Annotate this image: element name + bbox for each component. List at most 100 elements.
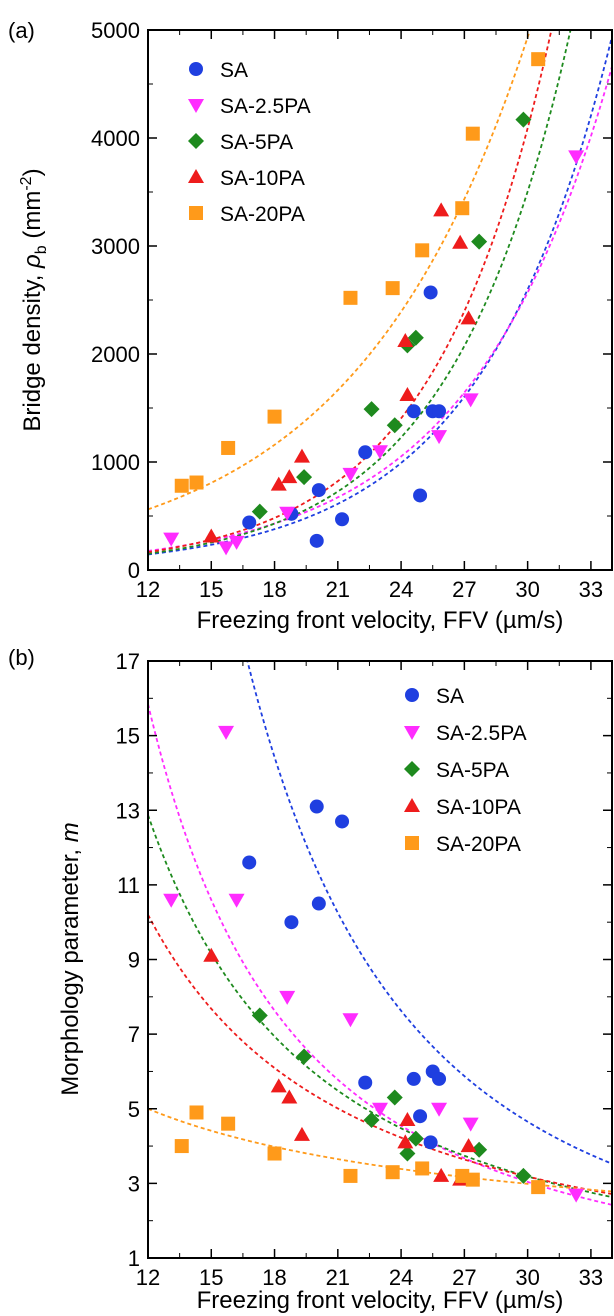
data-point-sa (432, 1071, 447, 1086)
data-point-sa (358, 1075, 373, 1090)
data-point-sa-10pa (293, 448, 310, 463)
data-point-sa-10pa (460, 310, 477, 325)
y-tick-label: 13 (116, 798, 140, 823)
data-point-sa (423, 285, 438, 300)
data-point-sa-5pa (251, 503, 268, 520)
panel-a-y-axis-title: Bridge density, ρb (mm-2) (18, 168, 50, 431)
legend-marker-sa-10pa (188, 169, 204, 183)
data-point-sa-5pa (399, 1145, 416, 1162)
fit-curve-sa (148, 36, 612, 556)
legend-marker-sa-20pa (189, 206, 203, 220)
fit-curve-sa-10pa (148, 914, 612, 1195)
data-point-sa-5pa (471, 1141, 488, 1158)
panel-b-label: (b) (8, 645, 35, 670)
y-tick-label: 1000 (91, 450, 140, 475)
panel-a-legend: SA SA-2.5PA SA-5PA SA-10PA SA-20PA (188, 59, 311, 226)
data-point-sa-2-5pa (568, 1188, 585, 1203)
data-point-sa-10pa (460, 1138, 477, 1153)
data-point-sa (335, 814, 350, 829)
data-point-sa-2-5pa (372, 445, 388, 460)
y-tick-label: 2000 (91, 342, 140, 367)
y-tick-label: 1 (128, 1246, 140, 1271)
data-point-sa-2-5pa (462, 393, 479, 408)
data-point-sa-2-5pa (342, 1013, 359, 1028)
data-point-sa-2-5pa (342, 467, 359, 482)
x-tick-label: 21 (326, 1265, 350, 1290)
y-tick-label: 4000 (91, 126, 140, 151)
y-tick-label: 3000 (91, 234, 140, 259)
data-point-sa (406, 404, 421, 419)
data-point-sa-20pa (343, 290, 358, 305)
x-tick-label: 30 (515, 1265, 539, 1290)
panel-a-plot-frame (147, 29, 613, 571)
x-tick-label: 12 (136, 577, 160, 602)
data-point-sa (242, 515, 257, 530)
panel-a-data-points (163, 52, 585, 556)
data-point-sa-20pa (174, 478, 189, 493)
fit-curve-sa-5pa (148, 30, 572, 555)
data-point-sa-10pa (203, 947, 220, 962)
data-point-sa-20pa (267, 1146, 282, 1161)
panel-b-fit-curves (148, 661, 612, 1206)
data-point-sa (284, 915, 299, 930)
data-point-sa-10pa (397, 333, 414, 348)
data-point-sa-10pa (203, 528, 220, 543)
data-point-sa-20pa (455, 201, 470, 216)
data-point-sa (432, 404, 447, 419)
legend-label-sa-5pa: SA-5PA (436, 759, 509, 782)
x-tick-label: 15 (199, 1265, 223, 1290)
legend-label-sa: SA (220, 59, 248, 82)
x-tick-label: 33 (579, 577, 603, 602)
data-point-sa-10pa (281, 469, 298, 484)
data-point-sa-2-5pa (568, 150, 585, 165)
y-tick-label: 11 (117, 873, 140, 898)
data-point-sa-20pa (189, 475, 204, 490)
data-point-sa-5pa (363, 401, 380, 418)
x-tick-label: 33 (579, 1265, 603, 1290)
data-point-sa-5pa (386, 417, 403, 434)
data-point-sa-20pa (465, 126, 480, 141)
data-point-sa-10pa (452, 234, 469, 249)
panel-b-x-axis-title: Freezing front velocity, FFV (µm/s) (197, 1287, 564, 1314)
legend-label-sa-20pa: SA-20PA (220, 203, 305, 226)
x-tick-label: 15 (199, 577, 223, 602)
y-tick-label: 5000 (91, 18, 140, 43)
data-point-sa-5pa (471, 233, 488, 250)
data-point-sa-2-5pa (218, 541, 235, 556)
data-point-sa-20pa (267, 409, 282, 424)
data-point-sa-10pa (293, 1126, 310, 1141)
fit-curve-sa-2-5pa (148, 66, 612, 552)
data-point-sa-20pa (465, 1172, 480, 1187)
data-point-sa (309, 533, 324, 548)
data-point-sa-20pa (385, 1165, 400, 1180)
data-point-sa-2-5pa (228, 535, 245, 550)
data-point-sa-5pa (296, 469, 313, 486)
data-point-sa-10pa (281, 1089, 298, 1104)
data-point-sa-20pa (174, 1139, 189, 1154)
legend-label-sa-2-5pa: SA-2.5PA (436, 722, 527, 745)
data-point-sa (413, 1109, 428, 1124)
legend-marker-sa (189, 62, 203, 76)
fit-curve-sa-20pa (148, 30, 531, 511)
panel-a-fit-curves (148, 30, 612, 556)
panel-b-legend: SA SA-2.5PA SA-5PA SA-10PA SA-20PA (404, 685, 527, 856)
data-point-sa-2-5pa (163, 532, 180, 547)
legend-marker-sa-10pa (404, 798, 420, 812)
data-point-sa-2-5pa (431, 430, 448, 445)
fit-curve-sa-5pa (148, 814, 612, 1198)
x-tick-label: 27 (452, 1265, 476, 1290)
y-tick-label: 9 (128, 948, 140, 973)
data-point-sa-2-5pa (462, 1117, 479, 1132)
data-point-sa-20pa (221, 440, 236, 455)
data-point-sa-20pa (415, 243, 430, 258)
data-point-sa-20pa (189, 1105, 204, 1120)
panel-b-data-points (163, 725, 585, 1203)
legend-label-sa-10pa: SA-10PA (436, 796, 521, 819)
data-point-sa-2-5pa (279, 990, 296, 1005)
y-tick-label: 5 (128, 1097, 140, 1122)
x-tick-label: 30 (515, 577, 539, 602)
y-tick-label: 17 (116, 649, 140, 674)
x-tick-label: 27 (452, 577, 476, 602)
